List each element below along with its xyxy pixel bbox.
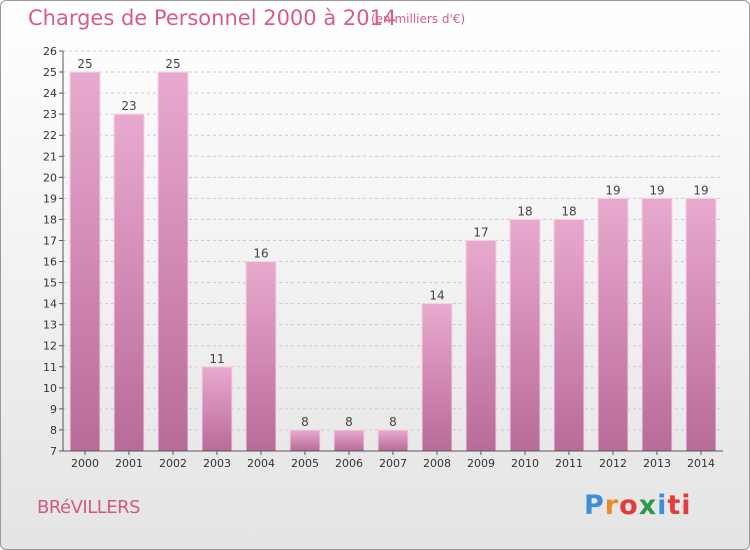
logo-letter: x	[638, 490, 658, 521]
bar	[509, 218, 541, 452]
data-label: 8	[389, 415, 397, 429]
x-tick-label: 2007	[379, 457, 407, 470]
axes: 7 8 9 10 11 12 13 14 15 16 17 18 19 20 21 22 23 24 25 26 200…	[43, 45, 723, 470]
y-tick-label: 10	[43, 382, 57, 395]
x-tick-label: 2010	[511, 457, 539, 470]
bar	[377, 429, 409, 452]
bar	[685, 197, 717, 452]
data-label: 14	[429, 289, 444, 303]
data-label: 25	[165, 57, 180, 71]
x-tick-label: 2006	[335, 457, 363, 470]
bar	[289, 429, 321, 452]
bar	[201, 366, 233, 452]
y-tick-label: 12	[43, 340, 57, 353]
y-tick-label: 22	[43, 129, 57, 142]
data-label: 25	[77, 57, 92, 71]
x-tick-label: 2001	[115, 457, 143, 470]
bar	[553, 218, 585, 452]
bar	[421, 303, 453, 452]
x-tick-label: 2012	[599, 457, 627, 470]
bar	[113, 113, 145, 452]
data-label: 8	[301, 415, 309, 429]
y-tick-label: 18	[43, 213, 57, 226]
chart-title: Charges de Personnel 2000 à 2014	[28, 6, 397, 30]
data-label: 17	[473, 225, 488, 239]
proxiti-logo[interactable]: Proxiti	[584, 490, 692, 521]
x-tick-label: 2013	[643, 457, 671, 470]
x-tick-label: 2003	[203, 457, 231, 470]
data-label: 23	[121, 99, 136, 113]
y-tick-label: 20	[43, 171, 57, 184]
y-tick-label: 21	[43, 150, 57, 163]
x-tick-label: 2011	[555, 457, 583, 470]
logo-letter: P	[584, 490, 605, 521]
y-tick-label: 17	[43, 234, 57, 247]
y-tick-label: 16	[43, 256, 57, 269]
bar	[597, 197, 629, 452]
y-tick-label: 25	[43, 66, 57, 79]
commune-name: BRéVILLERS	[37, 497, 141, 518]
data-label: 19	[693, 183, 708, 197]
y-tick-label: 9	[50, 403, 57, 416]
x-tick-label: 2002	[159, 457, 187, 470]
y-tick-label: 11	[43, 361, 57, 374]
y-tick-label: 14	[43, 298, 57, 311]
y-tick-label: 26	[43, 45, 57, 58]
data-label: 19	[649, 183, 664, 197]
data-label: 19	[605, 183, 620, 197]
data-label: 18	[561, 204, 576, 218]
logo-letter: ti	[667, 490, 692, 521]
x-tick-label: 2009	[467, 457, 495, 470]
x-tick-label: 2014	[687, 457, 715, 470]
logo-letter: o	[619, 490, 639, 521]
bar	[465, 239, 497, 452]
bar	[69, 71, 101, 452]
data-label: 18	[517, 204, 532, 218]
bar	[157, 71, 189, 452]
logo-letter: r	[604, 490, 620, 521]
logo-letter: i	[657, 490, 668, 521]
y-tick-label: 13	[43, 319, 57, 332]
y-tick-label: 7	[50, 445, 57, 458]
x-tick-label: 2008	[423, 457, 451, 470]
y-tick-label: 8	[50, 424, 57, 437]
y-tick-label: 19	[43, 192, 57, 205]
y-tick-label: 24	[43, 87, 57, 100]
data-label: 11	[209, 352, 224, 366]
bar	[641, 197, 673, 452]
y-tick-label: 15	[43, 277, 57, 290]
y-tick-label: 23	[43, 108, 57, 121]
data-label: 8	[345, 415, 353, 429]
data-label: 16	[253, 247, 268, 261]
chart-subtitle: (en milliers d'€)	[371, 12, 466, 26]
bar	[333, 429, 365, 452]
x-tick-label: 2000	[71, 457, 99, 470]
x-tick-label: 2005	[291, 457, 319, 470]
bars: 25 23 25 11 16 8 8 8 14 17 18 18 19 19 19	[69, 57, 717, 452]
bar	[245, 261, 277, 452]
x-tick-label: 2004	[247, 457, 275, 470]
